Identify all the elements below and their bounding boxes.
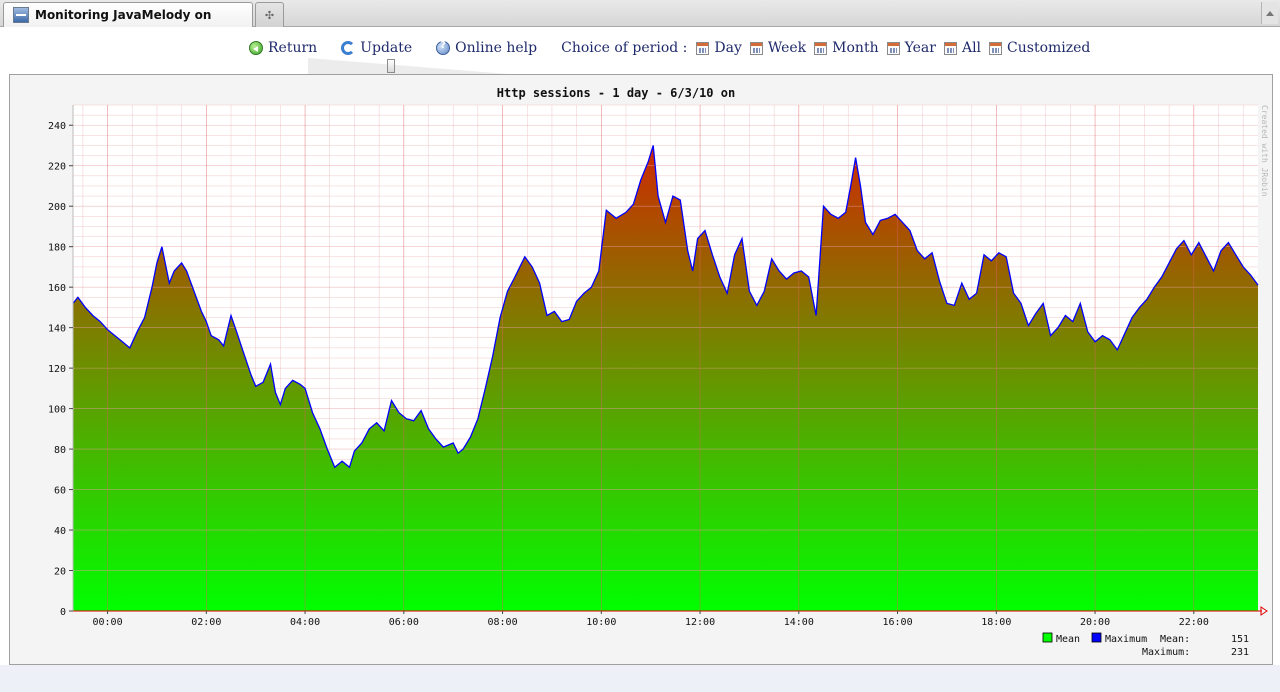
mean-area	[73, 145, 1258, 611]
period-all-label: All	[961, 40, 982, 56]
zoom-slider-track	[308, 58, 508, 74]
refresh-icon	[341, 41, 356, 55]
calendar-day-icon	[696, 41, 710, 55]
legend-max-swatch	[1091, 632, 1102, 643]
tab-monitoring[interactable]: Monitoring JavaMelody on	[3, 2, 253, 27]
x-tick-label: 14:00	[784, 617, 814, 628]
y-tick-label: 140	[48, 324, 66, 335]
y-tick-label: 220	[48, 162, 66, 173]
calendar-week-icon	[749, 41, 763, 55]
legend-max-stat-label: Maximum:	[1142, 647, 1190, 658]
tab-title: Monitoring JavaMelody on	[35, 8, 212, 22]
y-tick-label: 60	[54, 486, 66, 497]
legend-mean-swatch	[1042, 632, 1053, 643]
legend-mean-stat-value: 151	[1231, 634, 1249, 645]
y-tick-label: 0	[60, 607, 66, 618]
tab-scroll-button[interactable]	[1261, 2, 1278, 24]
browser-tab-bar: Monitoring JavaMelody on ✣	[0, 0, 1280, 27]
period-all-link[interactable]: All	[943, 40, 982, 56]
x-tick-label: 04:00	[290, 617, 320, 628]
maximum-line	[72, 145, 1259, 469]
x-tick-label: 16:00	[883, 617, 913, 628]
legend-mean-stat-label: Mean:	[1160, 634, 1190, 645]
return-link[interactable]: Return	[249, 40, 317, 56]
return-label: Return	[268, 40, 318, 56]
zoom-slider-handle[interactable]	[387, 59, 395, 73]
period-month-label: Month	[832, 40, 879, 56]
major-gridlines	[73, 105, 1258, 611]
axes	[72, 105, 1268, 616]
return-icon	[249, 41, 263, 55]
legend-max-stat-value: 231	[1231, 647, 1249, 658]
new-tab-icon: ✣	[264, 8, 275, 22]
online-help-link[interactable]: Online help	[436, 40, 537, 56]
period-day-label: Day	[714, 40, 742, 56]
y-tick-label: 180	[48, 243, 66, 254]
chart-legend: Mean Maximum Mean: 151 Maximum: 231	[1042, 632, 1249, 658]
period-year-label: Year	[904, 40, 936, 56]
zoom-slider[interactable]	[308, 58, 508, 74]
page-content: Return Update Online help Choice of peri…	[0, 27, 1280, 692]
x-tick-label: 18:00	[981, 617, 1011, 628]
help-icon	[436, 40, 451, 55]
x-tick-label: 12:00	[685, 617, 715, 628]
period-week-link[interactable]: Week	[749, 40, 807, 56]
y-tick-label: 200	[48, 202, 66, 213]
period-customized-link[interactable]: Customized	[989, 40, 1090, 56]
calendar-all-icon	[943, 41, 957, 55]
new-tab-button[interactable]: ✣	[255, 2, 284, 27]
update-link[interactable]: Update	[341, 40, 412, 56]
y-tick-label: 80	[54, 445, 66, 456]
y-tick-label: 40	[54, 526, 66, 537]
calendar-year-icon	[886, 41, 900, 55]
y-tick-label: 240	[48, 121, 66, 132]
y-tick-label: 20	[54, 567, 66, 578]
x-tick-label: 00:00	[93, 617, 123, 628]
period-customized-label: Customized	[1007, 40, 1091, 56]
period-week-label: Week	[767, 40, 807, 56]
chart-title: Http sessions - 1 day - 6/3/10 on	[497, 86, 735, 100]
period-day-link[interactable]: Day	[696, 40, 742, 56]
app-window-icon	[13, 7, 29, 23]
period-label: Choice of period :	[561, 40, 688, 56]
update-label: Update	[360, 40, 413, 56]
y-tick-label: 160	[48, 283, 66, 294]
period-month-link[interactable]: Month	[814, 40, 879, 56]
period-year-link[interactable]: Year	[886, 40, 936, 56]
x-tick-label: 06:00	[389, 617, 419, 628]
y-tick-label: 120	[48, 364, 66, 375]
legend-max-label: Maximum	[1105, 634, 1147, 645]
legend-mean-label: Mean	[1056, 634, 1080, 645]
y-axis-ticks: 0 20 40 60 80 100 120 140 160 180 200 220 240	[48, 121, 73, 618]
calendar-month-icon	[814, 41, 828, 55]
chart-watermark: Created with JRobin	[1260, 105, 1269, 197]
x-tick-label: 22:00	[1179, 617, 1209, 628]
x-tick-label: 20:00	[1080, 617, 1110, 628]
monitoring-toolbar: Return Update Online help Choice of peri…	[249, 38, 1090, 58]
online-help-label: Online help	[455, 40, 538, 56]
x-tick-label: 10:00	[586, 617, 616, 628]
y-tick-label: 100	[48, 405, 66, 416]
x-tick-label: 02:00	[191, 617, 221, 628]
chart-panel: 0 20 40 60 80 100 120 140 160 180 200 220 240 00:00 0…	[9, 74, 1273, 665]
x-tick-label: 08:00	[488, 617, 518, 628]
page-footer-strip	[0, 665, 1280, 692]
x-axis-arrow	[1260, 606, 1268, 616]
calendar-custom-icon	[989, 41, 1003, 55]
x-axis-ticks: 00:00 02:00 04:00 06:00 08:00 10:00 12:00 14:00…	[93, 611, 1209, 628]
